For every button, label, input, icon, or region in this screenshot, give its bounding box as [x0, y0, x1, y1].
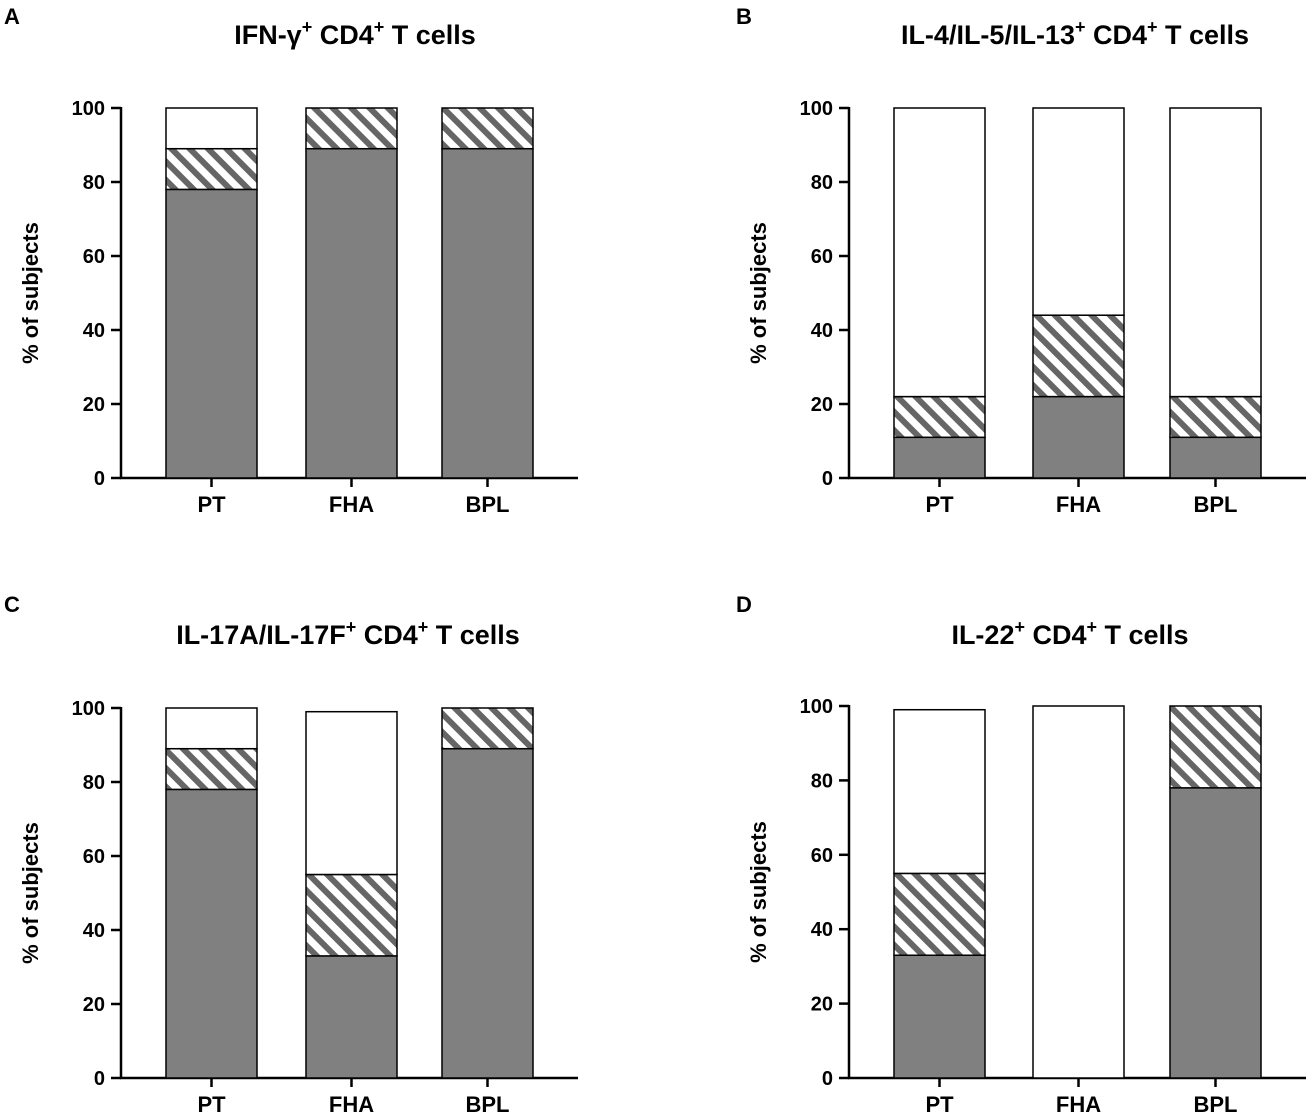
y-tick-label: 100: [72, 698, 105, 720]
bar-segment-solid: [1169, 436, 1262, 479]
y-tick-label: 100: [800, 98, 833, 120]
bar-segment-open: [1169, 107, 1262, 398]
bar-segment-open: [893, 107, 986, 398]
bar-segment-hatched: [1169, 395, 1262, 439]
x-tick-label: BPL: [466, 1092, 510, 1114]
y-axis-label: % of subjects: [18, 222, 43, 364]
x-tick-label: PT: [925, 1092, 954, 1114]
bar-segment-open: [165, 107, 258, 150]
y-axis-label: % of subjects: [18, 822, 43, 964]
bar-segment-hatched: [893, 395, 986, 439]
y-tick-label: 40: [83, 920, 105, 942]
y-tick-label: 60: [83, 846, 105, 868]
bar-segment-hatched: [305, 873, 398, 957]
bar-segment-solid: [165, 788, 258, 1079]
bar-segment-solid: [1032, 395, 1125, 479]
y-tick-label: 0: [94, 1068, 105, 1090]
panel-title: IL-4/IL-5/IL-13+ CD4+ T cells: [901, 17, 1249, 50]
bar-segment-hatched: [441, 707, 534, 750]
y-axis-label: % of subjects: [746, 222, 771, 364]
bar-segment-solid: [893, 436, 986, 479]
bar-segment-open: [1032, 705, 1125, 1079]
y-tick-label: 40: [83, 320, 105, 342]
panel-d: D IL-22+ CD4+ T cells % of subjects 0 20 40 60…: [736, 592, 1306, 1114]
y-tick-label: 20: [811, 994, 833, 1016]
x-tick-label: PT: [197, 1092, 226, 1114]
x-tick-label: BPL: [1194, 492, 1238, 517]
bar-segment-solid: [305, 147, 398, 479]
y-tick-label: 100: [72, 98, 105, 120]
x-tick-label: PT: [197, 492, 226, 517]
y-tick-label: 80: [811, 172, 833, 194]
y-tick-label: 20: [811, 394, 833, 416]
y-tick-label: 60: [811, 845, 833, 867]
y-tick-label: 20: [83, 994, 105, 1016]
y-tick-label: 100: [800, 696, 833, 718]
bar-segment-solid: [441, 747, 534, 1079]
x-tick-label: BPL: [1194, 1092, 1238, 1114]
y-tick-label: 40: [811, 320, 833, 342]
bar-segment-hatched: [305, 107, 398, 150]
x-tick-label: FHA: [329, 1092, 374, 1114]
bar-segment-open: [165, 707, 258, 750]
bar-segment-open: [305, 710, 398, 876]
panel-letter: C: [4, 592, 20, 617]
y-tick-label: 0: [822, 1068, 833, 1090]
bar-segment-hatched: [165, 747, 258, 791]
y-tick-label: 40: [811, 919, 833, 941]
bar-segment-solid: [165, 188, 258, 479]
x-tick-label: BPL: [466, 492, 510, 517]
bar-segment-hatched: [893, 872, 986, 956]
panel-title: IL-17A/IL-17F+ CD4+ T cells: [176, 617, 520, 650]
y-tick-label: 80: [83, 772, 105, 794]
panel-letter: B: [736, 4, 752, 29]
bar-segment-open: [1032, 107, 1125, 316]
x-tick-label: FHA: [329, 492, 374, 517]
panel-b: B IL-4/IL-5/IL-13+ CD4+ T cells % of subje…: [736, 4, 1306, 517]
panel-a: A IFN-γ+ CD4+ T cells % of subjects 0 20 40 60…: [4, 4, 578, 517]
bar-segment-hatched: [1169, 705, 1262, 789]
x-tick-label: FHA: [1056, 492, 1101, 517]
y-tick-label: 0: [94, 468, 105, 490]
y-axis-label: % of subjects: [746, 821, 771, 963]
bar-segment-solid: [893, 954, 986, 1079]
bar-segment-solid: [441, 147, 534, 479]
panel-letter: D: [736, 592, 752, 617]
x-tick-label: PT: [925, 492, 954, 517]
y-tick-label: 80: [811, 770, 833, 792]
bar-segment-solid: [305, 955, 398, 1079]
y-tick-label: 0: [822, 468, 833, 490]
y-tick-label: 60: [83, 246, 105, 268]
bar-segment-solid: [1169, 787, 1262, 1079]
y-tick-label: 80: [83, 172, 105, 194]
bar-segment-hatched: [441, 107, 534, 150]
panel-title: IL-22+ CD4+ T cells: [951, 617, 1188, 650]
x-tick-label: FHA: [1056, 1092, 1101, 1114]
panel-c: C IL-17A/IL-17F+ CD4+ T cells % of subject…: [4, 592, 578, 1114]
bar-segment-open: [893, 708, 986, 875]
bar-segment-hatched: [1032, 314, 1125, 398]
bar-segment-hatched: [165, 147, 258, 191]
panel-letter: A: [4, 4, 20, 29]
y-tick-label: 60: [811, 246, 833, 268]
y-tick-label: 20: [83, 394, 105, 416]
panel-title: IFN-γ+ CD4+ T cells: [234, 17, 476, 50]
